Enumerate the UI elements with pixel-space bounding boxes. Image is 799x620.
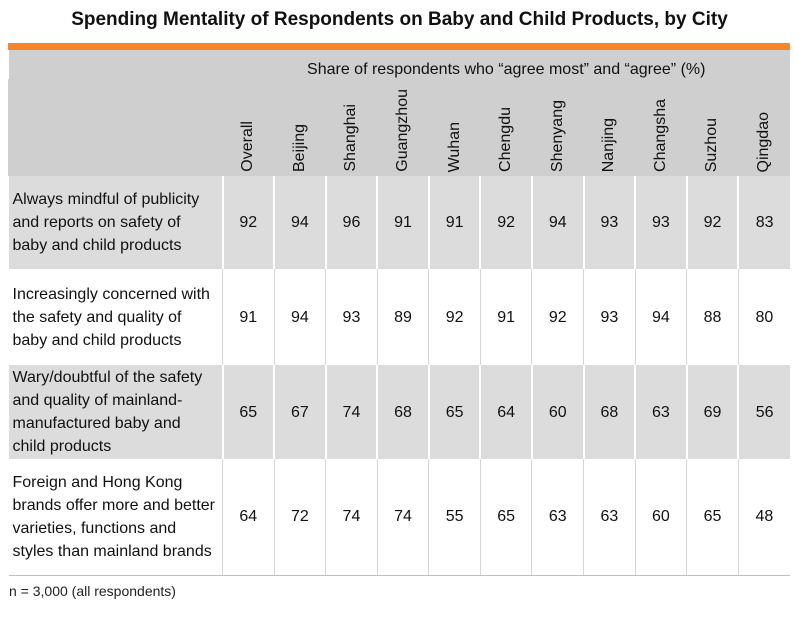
column-header: Guangzhou bbox=[376, 79, 429, 176]
table-cell: 63 bbox=[634, 365, 687, 459]
table-cell: 93 bbox=[582, 176, 636, 269]
table-cell: 68 bbox=[582, 365, 636, 459]
column-header: Shenyang bbox=[531, 79, 584, 176]
table-cell: 92 bbox=[479, 176, 532, 269]
table-cell: 55 bbox=[428, 459, 481, 576]
column-header-label: Guangzhou bbox=[394, 89, 412, 172]
column-header: Suzhou bbox=[686, 79, 739, 176]
table-cell: 65 bbox=[427, 365, 481, 459]
table-cell: 88 bbox=[686, 269, 739, 365]
header-corner bbox=[8, 50, 223, 79]
table-cell: 91 bbox=[479, 269, 532, 365]
header-corner-lower bbox=[8, 79, 223, 176]
table-cell: 91 bbox=[376, 176, 429, 269]
table-cell: 94 bbox=[273, 176, 326, 269]
column-header-label: Qingdao bbox=[755, 111, 773, 173]
footnote: n = 3,000 (all respondents) bbox=[9, 583, 176, 599]
page-title: Spending Mentality of Respondents on Bab… bbox=[71, 9, 728, 30]
table-cell: 92 bbox=[685, 176, 739, 269]
table-cell: 94 bbox=[634, 269, 687, 365]
column-header-label: Changsha bbox=[651, 99, 669, 172]
table-cell: 74 bbox=[376, 459, 429, 576]
table-cell: 60 bbox=[530, 365, 584, 459]
column-header: Qingdao bbox=[737, 79, 790, 176]
column-header: Shanghai bbox=[325, 79, 378, 176]
column-header-label: Wuhan bbox=[445, 121, 463, 172]
table-cell: 65 bbox=[221, 365, 275, 459]
column-header: Changsha bbox=[634, 79, 687, 176]
table-cell: 63 bbox=[531, 459, 584, 576]
table-row: Foreign and Hong Kong brands offer more … bbox=[8, 459, 790, 576]
accent-bar bbox=[8, 43, 790, 50]
table-cell: 92 bbox=[221, 176, 275, 269]
column-header-label: Shanghai bbox=[342, 104, 360, 172]
column-header-label: Suzhou bbox=[703, 117, 721, 172]
table-cell: 65 bbox=[686, 459, 739, 576]
column-header: Nanjing bbox=[583, 79, 636, 176]
table-cell: 68 bbox=[376, 365, 429, 459]
table-cell: 96 bbox=[324, 176, 378, 269]
table-cell: 60 bbox=[634, 459, 687, 576]
column-header-label: Nanjing bbox=[600, 117, 618, 172]
table-cell: 93 bbox=[583, 269, 636, 365]
table-row: Increasingly concerned with the safety a… bbox=[8, 269, 790, 365]
header-columns-row: Overall Beijing Shanghai Guangzhou Wuhan… bbox=[8, 79, 790, 176]
table-cell: 91 bbox=[427, 176, 481, 269]
column-header-label: Shenyang bbox=[548, 99, 566, 172]
table-cell: 92 bbox=[428, 269, 481, 365]
table-cell: 91 bbox=[222, 269, 275, 365]
table-cell: 72 bbox=[273, 459, 326, 576]
table-row: Wary/doubtful of the safety and quality … bbox=[8, 365, 790, 459]
table-cell: 65 bbox=[479, 459, 532, 576]
column-header-label: Chengdu bbox=[497, 107, 515, 172]
table-cell: 89 bbox=[376, 269, 429, 365]
column-header-label: Overall bbox=[239, 121, 257, 172]
table-cell: 69 bbox=[685, 365, 739, 459]
row-label: Wary/doubtful of the safety and quality … bbox=[8, 365, 223, 459]
column-header: Wuhan bbox=[428, 79, 481, 176]
column-header: Overall bbox=[222, 79, 275, 176]
survey-table: Share of respondents who “agree most” an… bbox=[8, 50, 790, 576]
table-cell: 56 bbox=[737, 365, 790, 459]
table-cell: 48 bbox=[737, 459, 790, 576]
column-header: Chengdu bbox=[479, 79, 532, 176]
row-label: Foreign and Hong Kong brands offer more … bbox=[8, 459, 223, 576]
table-cell: 67 bbox=[273, 365, 326, 459]
table-cell: 93 bbox=[325, 269, 378, 365]
column-header-label: Beijing bbox=[290, 123, 308, 172]
row-label: Always mindful of publicity and reports … bbox=[8, 176, 223, 269]
table-row: Always mindful of publicity and reports … bbox=[8, 176, 790, 269]
table-cell: 63 bbox=[583, 459, 636, 576]
table-cell: 92 bbox=[531, 269, 584, 365]
column-header: Beijing bbox=[273, 79, 326, 176]
table-cell: 74 bbox=[324, 365, 378, 459]
table-cell: 93 bbox=[634, 176, 687, 269]
table-cell: 74 bbox=[325, 459, 378, 576]
table-cell: 94 bbox=[530, 176, 584, 269]
table-cell: 94 bbox=[273, 269, 326, 365]
header-caption-row: Share of respondents who “agree most” an… bbox=[8, 50, 790, 79]
table-cell: 64 bbox=[222, 459, 275, 576]
header-caption: Share of respondents who “agree most” an… bbox=[222, 50, 790, 79]
table-cell: 64 bbox=[479, 365, 532, 459]
table-cell: 83 bbox=[737, 176, 790, 269]
row-label: Increasingly concerned with the safety a… bbox=[8, 269, 223, 365]
table-cell: 80 bbox=[737, 269, 790, 365]
